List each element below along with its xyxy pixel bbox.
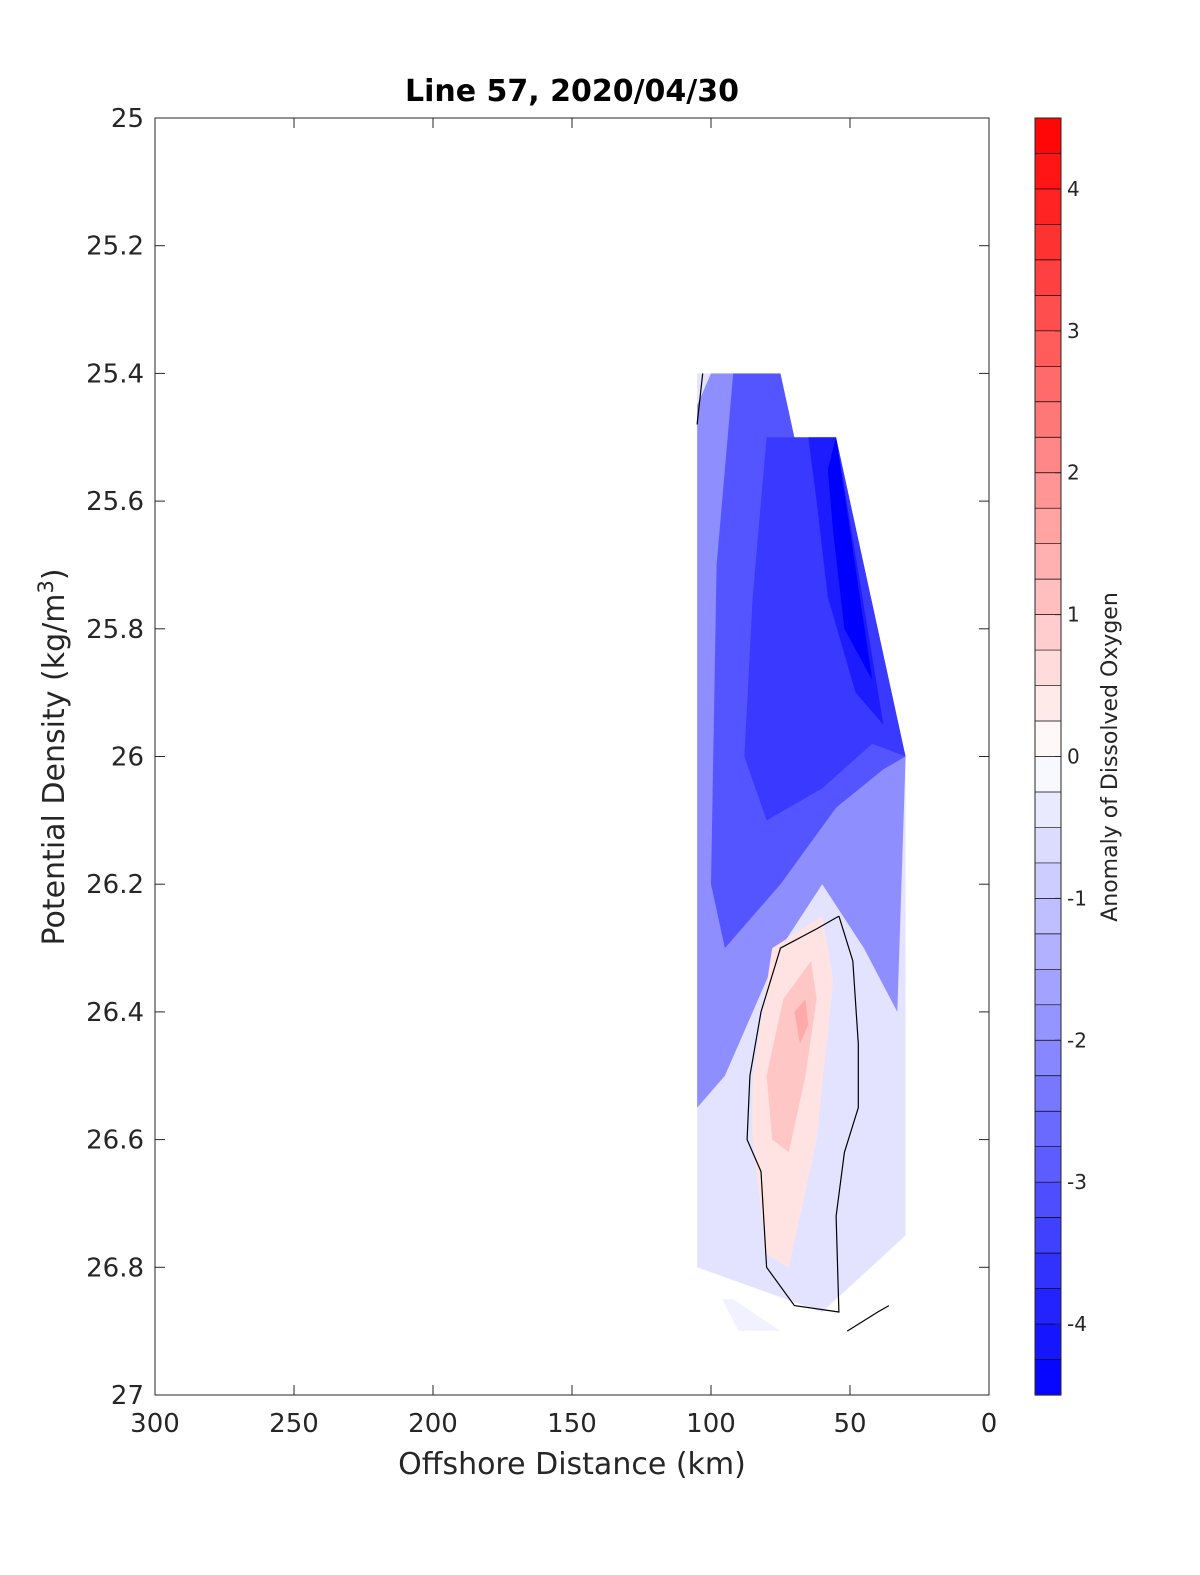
y-tick-label: 25.2: [86, 232, 144, 262]
zero-contour-line-0: [746, 915, 859, 1313]
colorbar-band: [1035, 401, 1061, 438]
colorbar-band: [1035, 295, 1061, 332]
y-tick-label: 26: [111, 743, 144, 773]
colorbar-band: [1035, 862, 1061, 899]
colorbar-band: [1035, 1146, 1061, 1183]
contour-region-8: [794, 999, 809, 1044]
colorbar-band: [1035, 791, 1061, 829]
y-axis-label: Potential Density (kg/m3): [34, 568, 72, 945]
y-tick-label: 25.8: [86, 615, 144, 645]
colorbar-tick-label: -2: [1067, 1028, 1087, 1052]
colorbar-band: [1035, 1288, 1061, 1325]
colorbar-tick-label: -1: [1067, 886, 1087, 910]
y-tick-label: 26.8: [86, 1253, 144, 1283]
colorbar-band: [1035, 1359, 1061, 1396]
x-tick-label: 50: [833, 1409, 866, 1439]
x-axis: 300 250 200 150 100 50 0: [130, 118, 997, 1439]
y-axis-label-text: Potential Density (kg/m: [37, 594, 72, 946]
colorbar-band: [1035, 1004, 1061, 1041]
colorbar-label: Anomaly of Dissolved Oxygen: [1098, 592, 1123, 922]
y-tick-label: 27: [111, 1381, 144, 1411]
y-tick-label: 25.6: [86, 487, 144, 517]
x-tick-label: 300: [130, 1409, 180, 1439]
colorbar-band: [1035, 685, 1061, 722]
colorbar-band: [1035, 969, 1061, 1006]
y-axis: 25 25.2 25.4 25.6 25.8 26 26.2 26.4 26.6 26.8 27: [86, 104, 989, 1411]
colorbar-band: [1035, 756, 1061, 793]
colorbar-band: [1035, 437, 1061, 474]
x-tick-label: 250: [269, 1409, 319, 1439]
colorbar-band: [1035, 1111, 1061, 1148]
colorbar-tick-label: 1: [1067, 603, 1080, 627]
colorbar-band: [1035, 898, 1061, 935]
colorbar-band: [1035, 472, 1061, 509]
colorbar-band: [1035, 827, 1061, 864]
colorbar-band: [1035, 1040, 1061, 1077]
x-tick-label: 100: [686, 1409, 736, 1439]
contour-region-5: [827, 437, 873, 680]
y-tick-label: 25: [111, 104, 144, 134]
colorbar-band: [1035, 1217, 1061, 1254]
colorbar-band: [1035, 224, 1061, 261]
colorbar-band: [1035, 153, 1061, 190]
colorbar-tick-label: 0: [1067, 745, 1080, 769]
chart-title: Line 57, 2020/04/30: [405, 74, 739, 109]
y-axis-label-superscript: 3: [34, 580, 58, 593]
zero-contour-line-1: [696, 373, 704, 425]
colorbar-tick-label: 4: [1067, 177, 1080, 201]
y-tick-label: 26.6: [86, 1126, 144, 1156]
colorbar-band: [1035, 366, 1061, 403]
contour-field: [697, 373, 906, 1332]
contour-region-3: [744, 437, 906, 821]
colorbar-band: [1035, 721, 1061, 758]
colorbar-tick-label: 2: [1067, 461, 1080, 485]
colorbar-band: [1035, 1324, 1061, 1361]
x-tick-label: 200: [408, 1409, 458, 1439]
colorbar: -4 -3 -2 -1 0 1 2 3 4: [1034, 117, 1087, 1396]
colorbar-band: [1035, 614, 1061, 651]
zero-contour-line-2: [846, 1305, 890, 1332]
colorbar-band: [1035, 330, 1061, 367]
x-tick-label: 0: [981, 1409, 998, 1439]
colorbar-band: [1035, 543, 1061, 580]
y-tick-label: 25.4: [86, 359, 144, 389]
colorbar-tick-label: -3: [1067, 1170, 1087, 1194]
x-tick-label: 150: [547, 1409, 597, 1439]
colorbar-band: [1035, 650, 1061, 687]
y-tick-label: 26.2: [86, 870, 144, 900]
colorbar-band: [1035, 933, 1061, 970]
colorbar-band: [1035, 1182, 1061, 1219]
colorbar-band: [1035, 188, 1061, 226]
colorbar-tick-label: 3: [1067, 319, 1080, 343]
x-axis-label: Offshore Distance (km): [398, 1447, 746, 1482]
colorbar-band: [1035, 508, 1061, 545]
zero-contour-lines: [696, 373, 890, 1332]
colorbar-band: [1035, 579, 1061, 616]
colorbar-band: [1035, 118, 1061, 155]
colorbar-band: [1035, 1253, 1061, 1290]
colorbar-tick-label: -4: [1067, 1312, 1087, 1336]
colorbar-band: [1035, 259, 1061, 296]
y-axis-label-close: ): [37, 568, 72, 580]
y-tick-label: 26.4: [86, 998, 144, 1028]
contour-region-9: [722, 1299, 781, 1332]
colorbar-band: [1035, 1075, 1061, 1112]
